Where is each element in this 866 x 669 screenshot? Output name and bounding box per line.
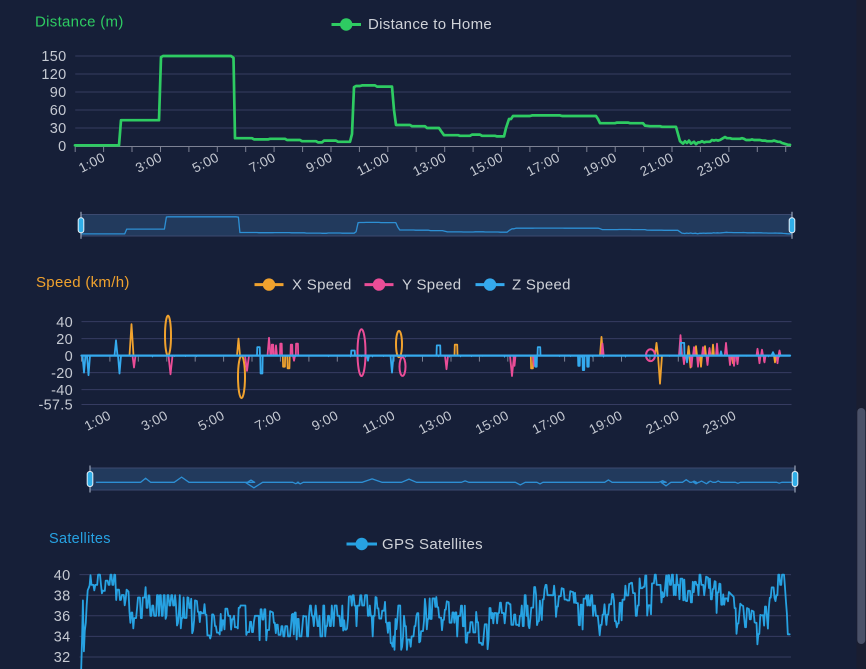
svg-text:-57.5: -57.5 bbox=[38, 398, 73, 414]
svg-text:32: 32 bbox=[54, 650, 71, 666]
svg-text:40: 40 bbox=[56, 315, 73, 331]
svg-text:Distance to Home: Distance to Home bbox=[368, 16, 492, 33]
svg-text:30: 30 bbox=[50, 121, 67, 137]
svg-text:Satellites: Satellites bbox=[49, 531, 111, 547]
svg-text:150: 150 bbox=[41, 49, 66, 65]
svg-text:Distance (m): Distance (m) bbox=[35, 14, 124, 31]
svg-text:90: 90 bbox=[50, 85, 67, 101]
svg-text:0: 0 bbox=[65, 349, 73, 365]
svg-text:Y Speed: Y Speed bbox=[402, 277, 461, 294]
svg-text:40: 40 bbox=[54, 568, 71, 584]
svg-text:X Speed: X Speed bbox=[292, 277, 352, 294]
svg-text:60: 60 bbox=[50, 103, 67, 119]
svg-text:34: 34 bbox=[54, 630, 71, 646]
svg-text:GPS Satellites: GPS Satellites bbox=[382, 536, 483, 553]
svg-text:36: 36 bbox=[54, 609, 71, 625]
svg-text:-40: -40 bbox=[51, 383, 73, 399]
svg-text:20: 20 bbox=[56, 332, 73, 348]
svg-text:0: 0 bbox=[58, 139, 66, 155]
svg-text:Z Speed: Z Speed bbox=[512, 277, 571, 294]
svg-text:120: 120 bbox=[41, 67, 66, 83]
svg-text:38: 38 bbox=[54, 588, 71, 604]
svg-text:Speed (km/h): Speed (km/h) bbox=[36, 274, 130, 291]
svg-text:-20: -20 bbox=[51, 366, 73, 382]
